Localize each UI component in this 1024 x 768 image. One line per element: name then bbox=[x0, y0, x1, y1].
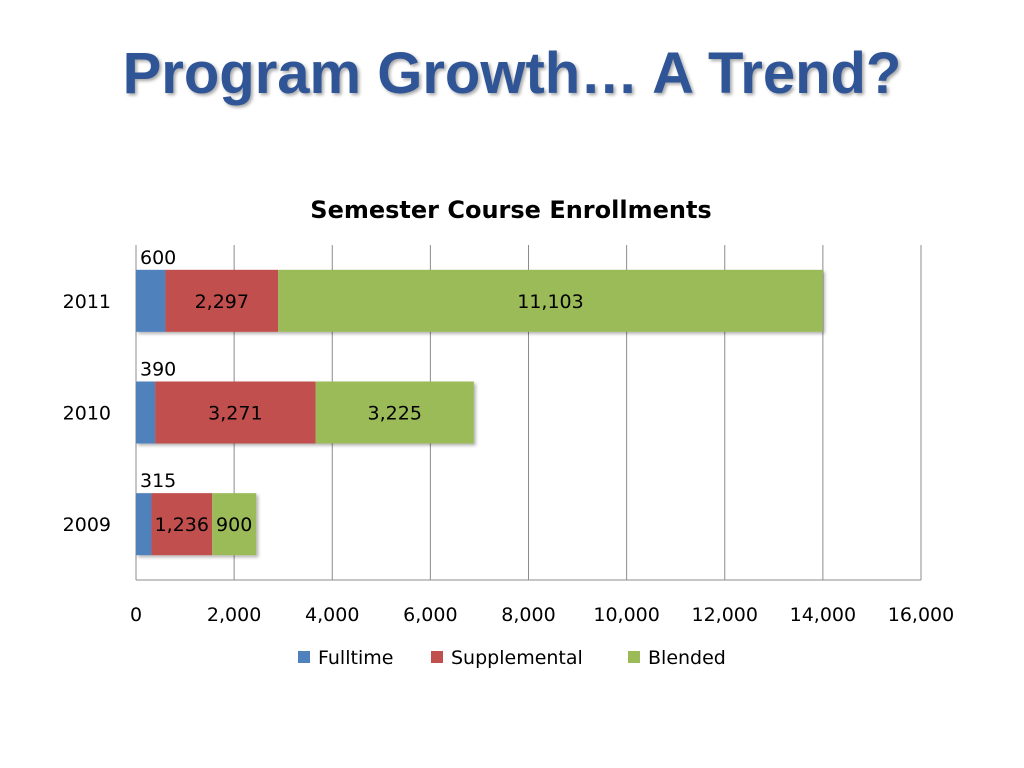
x-axis-tick-labels: 0 2,000 4,000 6,000 8,000 10,000 12,000 14,000 1… bbox=[130, 604, 954, 626]
data-label-fulltime-2011: 600 bbox=[140, 247, 176, 269]
data-label-blended-2011: 11,103 bbox=[517, 291, 583, 313]
bar-blended-2009 bbox=[212, 493, 257, 556]
chart-title: Semester Course Enrollments bbox=[310, 196, 711, 224]
data-label-blended-2010: 3,225 bbox=[368, 403, 422, 425]
y-tick-label-2010: 2010 bbox=[63, 403, 111, 425]
x-tick-label: 0 bbox=[130, 604, 142, 626]
bars bbox=[136, 269, 823, 556]
y-axis-tick-labels: 2009 2010 2011 bbox=[63, 291, 111, 536]
bar-blended-2010 bbox=[315, 381, 474, 444]
data-label-supplemental-2010: 3,271 bbox=[208, 403, 262, 425]
x-tick-label: 10,000 bbox=[593, 604, 659, 626]
x-tick-label: 14,000 bbox=[790, 604, 856, 626]
bar-supplemental-2009 bbox=[151, 493, 213, 556]
data-label-supplemental-2009: 1,236 bbox=[155, 514, 209, 536]
bar-blended-2011 bbox=[278, 269, 823, 332]
slide-title: Program Growth… A Trend? bbox=[122, 41, 902, 106]
bar-group-2010 bbox=[136, 381, 474, 444]
data-label-blended-2009: 900 bbox=[216, 514, 252, 536]
legend-swatch-fulltime bbox=[298, 651, 310, 663]
data-label-fulltime-2010: 390 bbox=[140, 359, 176, 381]
legend-label-blended: Blended bbox=[648, 647, 726, 669]
x-tick-label: 6,000 bbox=[403, 604, 457, 626]
x-tick-label: 12,000 bbox=[692, 604, 758, 626]
legend-label-supplemental: Supplemental bbox=[451, 647, 583, 669]
x-tick-label: 2,000 bbox=[207, 604, 261, 626]
y-tick-label-2011: 2011 bbox=[63, 291, 111, 313]
y-tick-label-2009: 2009 bbox=[63, 514, 111, 536]
bar-fulltime-2011 bbox=[136, 269, 166, 332]
x-tick-label: 8,000 bbox=[501, 604, 555, 626]
bar-group-2011 bbox=[136, 269, 823, 332]
data-label-fulltime-2009: 315 bbox=[140, 470, 176, 492]
bar-fulltime-2010 bbox=[136, 381, 156, 444]
legend-swatch-supplemental bbox=[431, 651, 443, 663]
x-tick-label: 16,000 bbox=[888, 604, 954, 626]
legend-label-fulltime: Fulltime bbox=[318, 647, 393, 669]
legend: Fulltime Supplemental Blended bbox=[298, 647, 726, 669]
data-label-supplemental-2011: 2,297 bbox=[195, 291, 249, 313]
bar-fulltime-2009 bbox=[136, 493, 152, 556]
legend-swatch-blended bbox=[628, 651, 640, 663]
bar-supplemental-2011 bbox=[165, 269, 279, 332]
data-labels: 315 1,236 900 390 3,271 3,225 600 2,297 11,103 bbox=[140, 247, 584, 536]
bar-supplemental-2010 bbox=[155, 381, 316, 444]
x-tick-label: 4,000 bbox=[305, 604, 359, 626]
bar-group-2009 bbox=[136, 493, 257, 556]
